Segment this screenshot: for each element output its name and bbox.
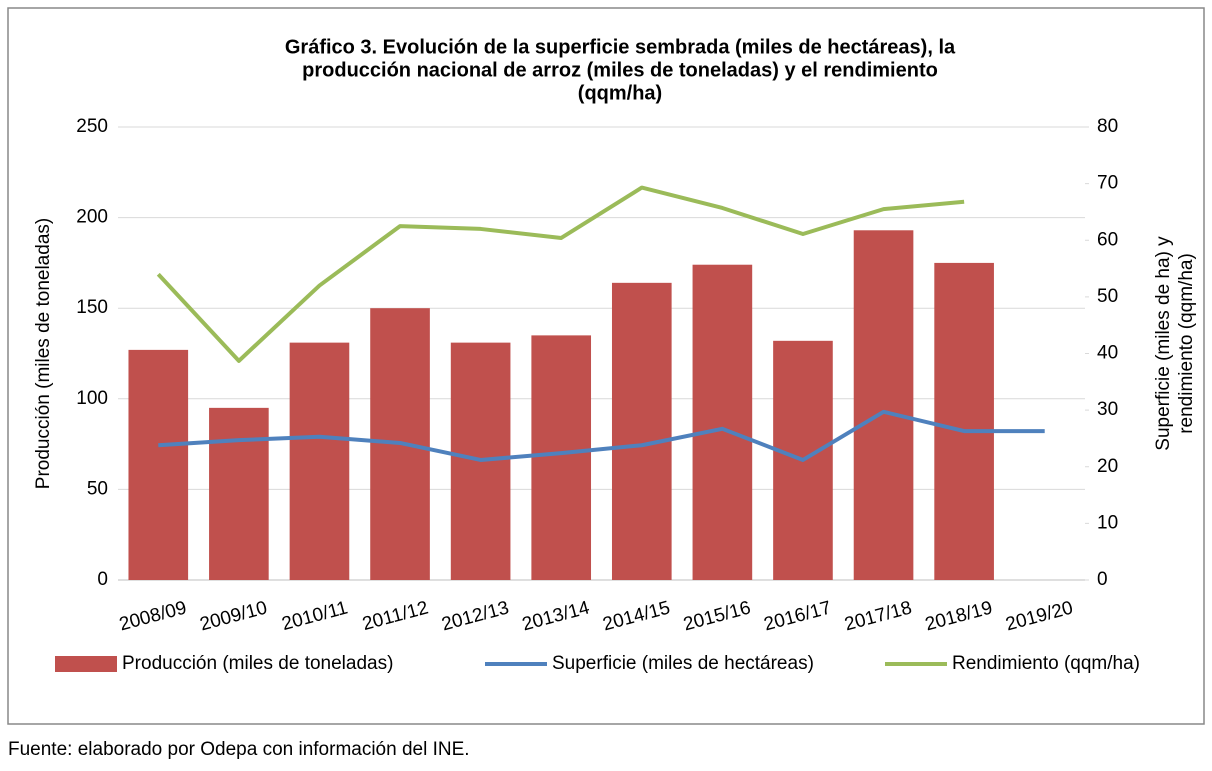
legend-label: Rendimiento (qqm/ha)	[952, 653, 1140, 674]
y-tick-label: 50	[87, 478, 108, 499]
y2-tick-label: 10	[1097, 512, 1118, 533]
y-tick-label: 250	[76, 116, 108, 137]
y-tick-label: 150	[76, 297, 108, 318]
legend-label: Producción (miles de toneladas)	[122, 653, 393, 674]
y2-tick-label: 40	[1097, 343, 1118, 364]
bar	[692, 264, 753, 580]
bar	[853, 230, 914, 580]
y2-tick-label: 20	[1097, 456, 1118, 477]
y-axis-title: Producción (miles de toneladas)	[33, 218, 54, 489]
bar	[531, 335, 592, 580]
bar	[209, 407, 269, 580]
y-tick-label: 0	[97, 569, 108, 590]
source-note: Fuente: elaborado por Odepa con informac…	[8, 739, 470, 760]
y2-tick-label: 60	[1097, 229, 1118, 250]
y-tick-label: 200	[76, 207, 108, 228]
bar	[611, 282, 672, 580]
y2-tick-label: 50	[1097, 286, 1118, 307]
y2-tick-label: 70	[1097, 173, 1118, 194]
line	[158, 409, 1045, 462]
y2-tick-label: 30	[1097, 399, 1118, 420]
chart-title: producción nacional de arroz (miles de t…	[302, 59, 938, 81]
chart-title: Gráfico 3. Evolución de la superficie se…	[285, 36, 956, 58]
y2-tick-label: 80	[1097, 116, 1118, 137]
y2-tick-label: 0	[1097, 569, 1108, 590]
y2-axis-title: Superficie (miles de ha) y	[1153, 236, 1174, 451]
bar	[289, 342, 350, 580]
bar	[128, 349, 189, 580]
chart-title: (qqm/ha)	[578, 82, 662, 104]
line	[156, 185, 965, 363]
legend-swatch	[55, 656, 117, 672]
y2-axis-title: rendimiento (qqm/ha)	[1176, 253, 1197, 434]
y-tick-label: 100	[76, 388, 108, 409]
legend-label: Superficie (miles de hectáreas)	[552, 653, 814, 674]
bar	[934, 262, 994, 580]
